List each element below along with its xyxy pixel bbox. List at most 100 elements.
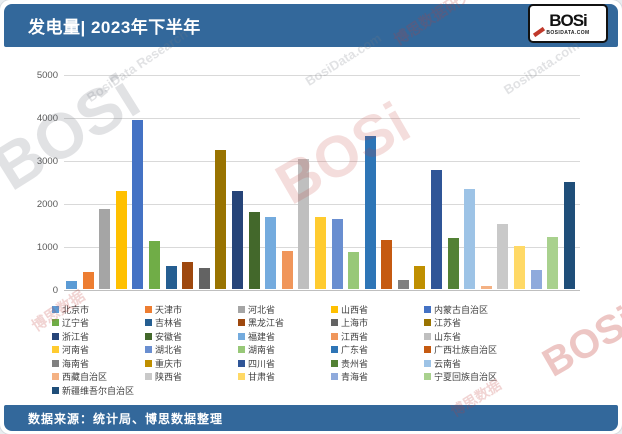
legend-label: 浙江省 [62,331,90,342]
bar-25 [464,189,476,289]
legend-item: 山西省 [331,303,424,316]
legend-label: 重庆市 [155,358,183,369]
legend-item: 广西壮族自治区 [424,344,517,357]
legend-swatch-icon [145,332,152,340]
legend-item: 陕西省 [145,371,238,384]
bar-2 [82,272,94,289]
legend-swatch-icon [424,305,431,313]
legend-swatch-icon [424,319,431,327]
bars-container [66,75,580,289]
chart-area: 0 1000 2000 3000 4000 5000 [0,47,622,303]
bar-10 [215,150,227,289]
y-axis-tick: 5000 [36,70,58,81]
legend-swatch-icon [331,332,338,340]
legend-label: 山西省 [341,304,369,315]
bar-19 [364,135,376,289]
bar-13 [265,217,277,289]
legend-item: 江西省 [331,330,424,343]
bar-8 [182,262,194,289]
bar-18 [348,252,360,289]
bar-11 [231,190,243,289]
legend-item: 河北省 [238,303,331,316]
legend-item: 湖南省 [238,344,331,357]
bar-15 [298,159,310,289]
bar-12 [248,212,260,289]
bar-24 [447,237,459,289]
legend-swatch-icon [331,346,338,354]
legend-item: 山东省 [424,330,517,343]
bar-31 [563,181,575,289]
legend-item: 上海市 [331,317,424,330]
bar-14 [281,251,293,289]
legend-swatch-icon [52,386,59,394]
logo-brand-text: BOSi [549,10,588,30]
legend-item: 海南省 [52,357,145,370]
bosi-logo: BOSi BOSIDATA.COM [528,4,608,43]
y-axis-tick: 4000 [36,113,58,124]
header-bar: 发电量| 2023年下半年 [4,4,618,47]
legend-label: 河北省 [248,304,276,315]
bar-5 [132,120,144,289]
legend-label: 河南省 [62,345,90,356]
legend-swatch-icon [145,319,152,327]
bar-chart-plot: 0 1000 2000 3000 4000 5000 [37,70,580,296]
y-axis-tick: 1000 [36,242,58,253]
legend-item: 贵州省 [331,357,424,370]
y-axis-tick: 3000 [36,156,58,167]
legend-label: 江西省 [341,331,369,342]
legend-label: 海南省 [62,358,90,369]
legend-label: 四川省 [248,358,276,369]
gridline-5000 [64,75,580,76]
legend-label: 内蒙古自治区 [434,304,489,315]
legend-swatch-icon [424,332,431,340]
legend-swatch-icon [145,346,152,354]
legend-item: 河南省 [52,344,145,357]
legend-item: 重庆市 [145,357,238,370]
legend-item: 湖北省 [145,344,238,357]
legend-swatch-icon [145,359,152,367]
chart-legend: 北京市 天津市 河北省 山西省 内蒙古自治区 辽宁省 吉林省 黑龙江省 上海市 江苏省 浙江省 安徽省… [52,303,612,397]
gridline-3000 [64,161,580,162]
legend-label: 安徽省 [155,331,183,342]
legend-item: 宁夏回族自治区 [424,371,517,384]
legend-label: 甘肃省 [248,372,276,383]
legend-swatch-icon [331,305,338,313]
legend-label: 辽宁省 [62,318,90,329]
legend-swatch-icon [238,332,245,340]
legend-label: 北京市 [62,304,90,315]
bar-3 [99,208,111,289]
bar-9 [198,267,210,289]
legend-item: 北京市 [52,303,145,316]
legend-swatch-icon [52,319,59,327]
footer-bar: 数据来源：统计局、博思数据整理 [4,405,618,431]
legend-label: 广西壮族自治区 [434,345,498,356]
legend-label: 新疆维吾尔自治区 [62,385,135,396]
legend-item: 辽宁省 [52,317,145,330]
bar-7 [165,266,177,289]
legend-item: 江苏省 [424,317,517,330]
legend-label: 黑龙江省 [248,318,285,329]
legend-swatch-icon [238,359,245,367]
legend-item: 新疆维吾尔自治区 [52,384,145,397]
bar-6 [148,240,160,289]
legend-swatch-icon [52,346,59,354]
bar-26 [480,286,492,289]
y-axis-tick: 0 [52,285,58,296]
legend-item: 内蒙古自治区 [424,303,517,316]
gridline-0 [64,290,580,291]
legend-item: 安徽省 [145,330,238,343]
legend-swatch-icon [331,359,338,367]
legend-item: 西藏自治区 [52,371,145,384]
legend-label: 青海省 [341,372,369,383]
legend-swatch-icon [52,373,59,381]
legend-swatch-icon [145,305,152,313]
y-axis-tick: 2000 [36,199,58,210]
bar-16 [314,216,326,289]
legend-item: 黑龙江省 [238,317,331,330]
bar-17 [331,219,343,289]
legend-label: 福建省 [248,331,276,342]
bar-29 [530,269,542,289]
legend-swatch-icon [238,346,245,354]
legend-swatch-icon [52,305,59,313]
